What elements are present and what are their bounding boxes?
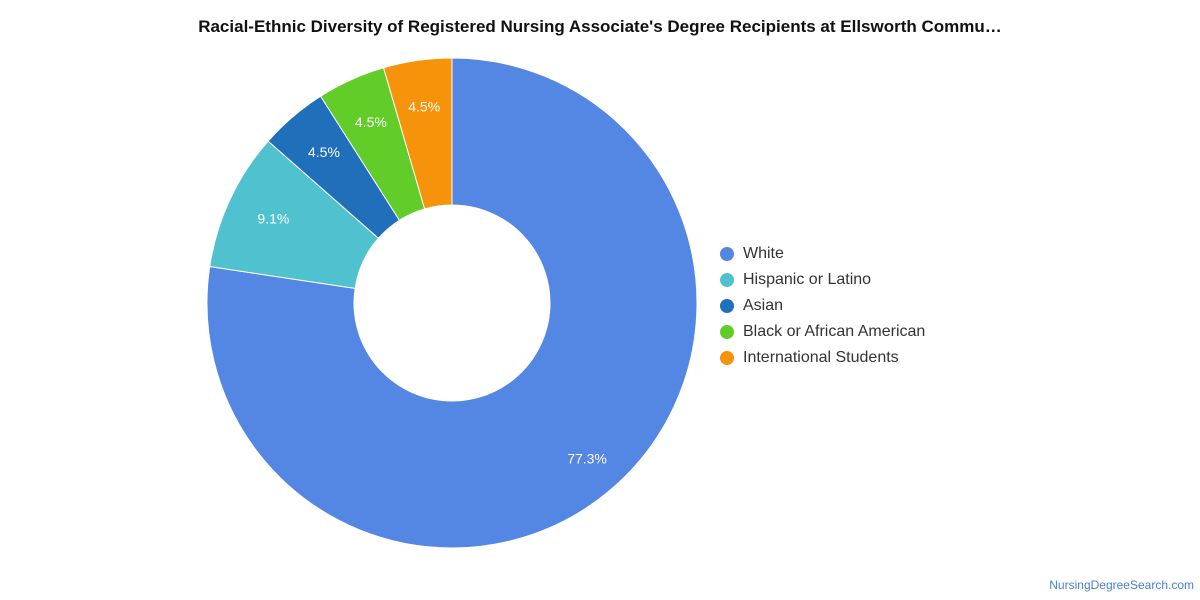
legend-label: International Students xyxy=(743,349,899,366)
legend-swatch xyxy=(720,325,734,339)
slice-international-students[interactable] xyxy=(382,57,453,210)
slice-white[interactable] xyxy=(206,57,698,549)
legend-item-hispanic-or-latino[interactable]: Hispanic or Latino xyxy=(720,267,925,293)
legend-label: Asian xyxy=(743,297,784,314)
legend-label: White xyxy=(743,245,784,262)
legend-swatch xyxy=(720,299,734,313)
slice-labels: 77.3% 9.1% 4.5% 4.5% 4.5% xyxy=(257,99,606,467)
slice-label-hispanic-or-latino: 9.1% xyxy=(257,211,289,227)
slice-label-white: 77.3% xyxy=(567,451,607,467)
legend-label: Hispanic or Latino xyxy=(743,271,872,288)
slice-label-black-or-african-american: 4.5% xyxy=(355,114,387,130)
slice-label-asian: 4.5% xyxy=(308,144,340,160)
donut-slices xyxy=(206,57,698,549)
legend-item-black-or-african-american[interactable]: Black or African American xyxy=(720,319,925,345)
slice-label-international-students: 4.5% xyxy=(408,99,440,115)
chart-legend: White Hispanic or Latino Asian Black or Afr… xyxy=(720,241,925,371)
legend-item-white[interactable]: White xyxy=(720,241,925,267)
legend-swatch xyxy=(720,247,734,261)
legend-item-international-students[interactable]: International Students xyxy=(720,345,925,371)
legend-swatch xyxy=(720,351,734,365)
legend-label: Black or African American xyxy=(743,323,926,340)
legend-item-asian[interactable]: Asian xyxy=(720,293,925,319)
source-link[interactable]: NursingDegreeSearch.com xyxy=(1049,578,1194,592)
legend-swatch xyxy=(720,273,734,287)
chart-title: Racial-Ethnic Diversity of Registered Nu… xyxy=(198,17,1002,36)
